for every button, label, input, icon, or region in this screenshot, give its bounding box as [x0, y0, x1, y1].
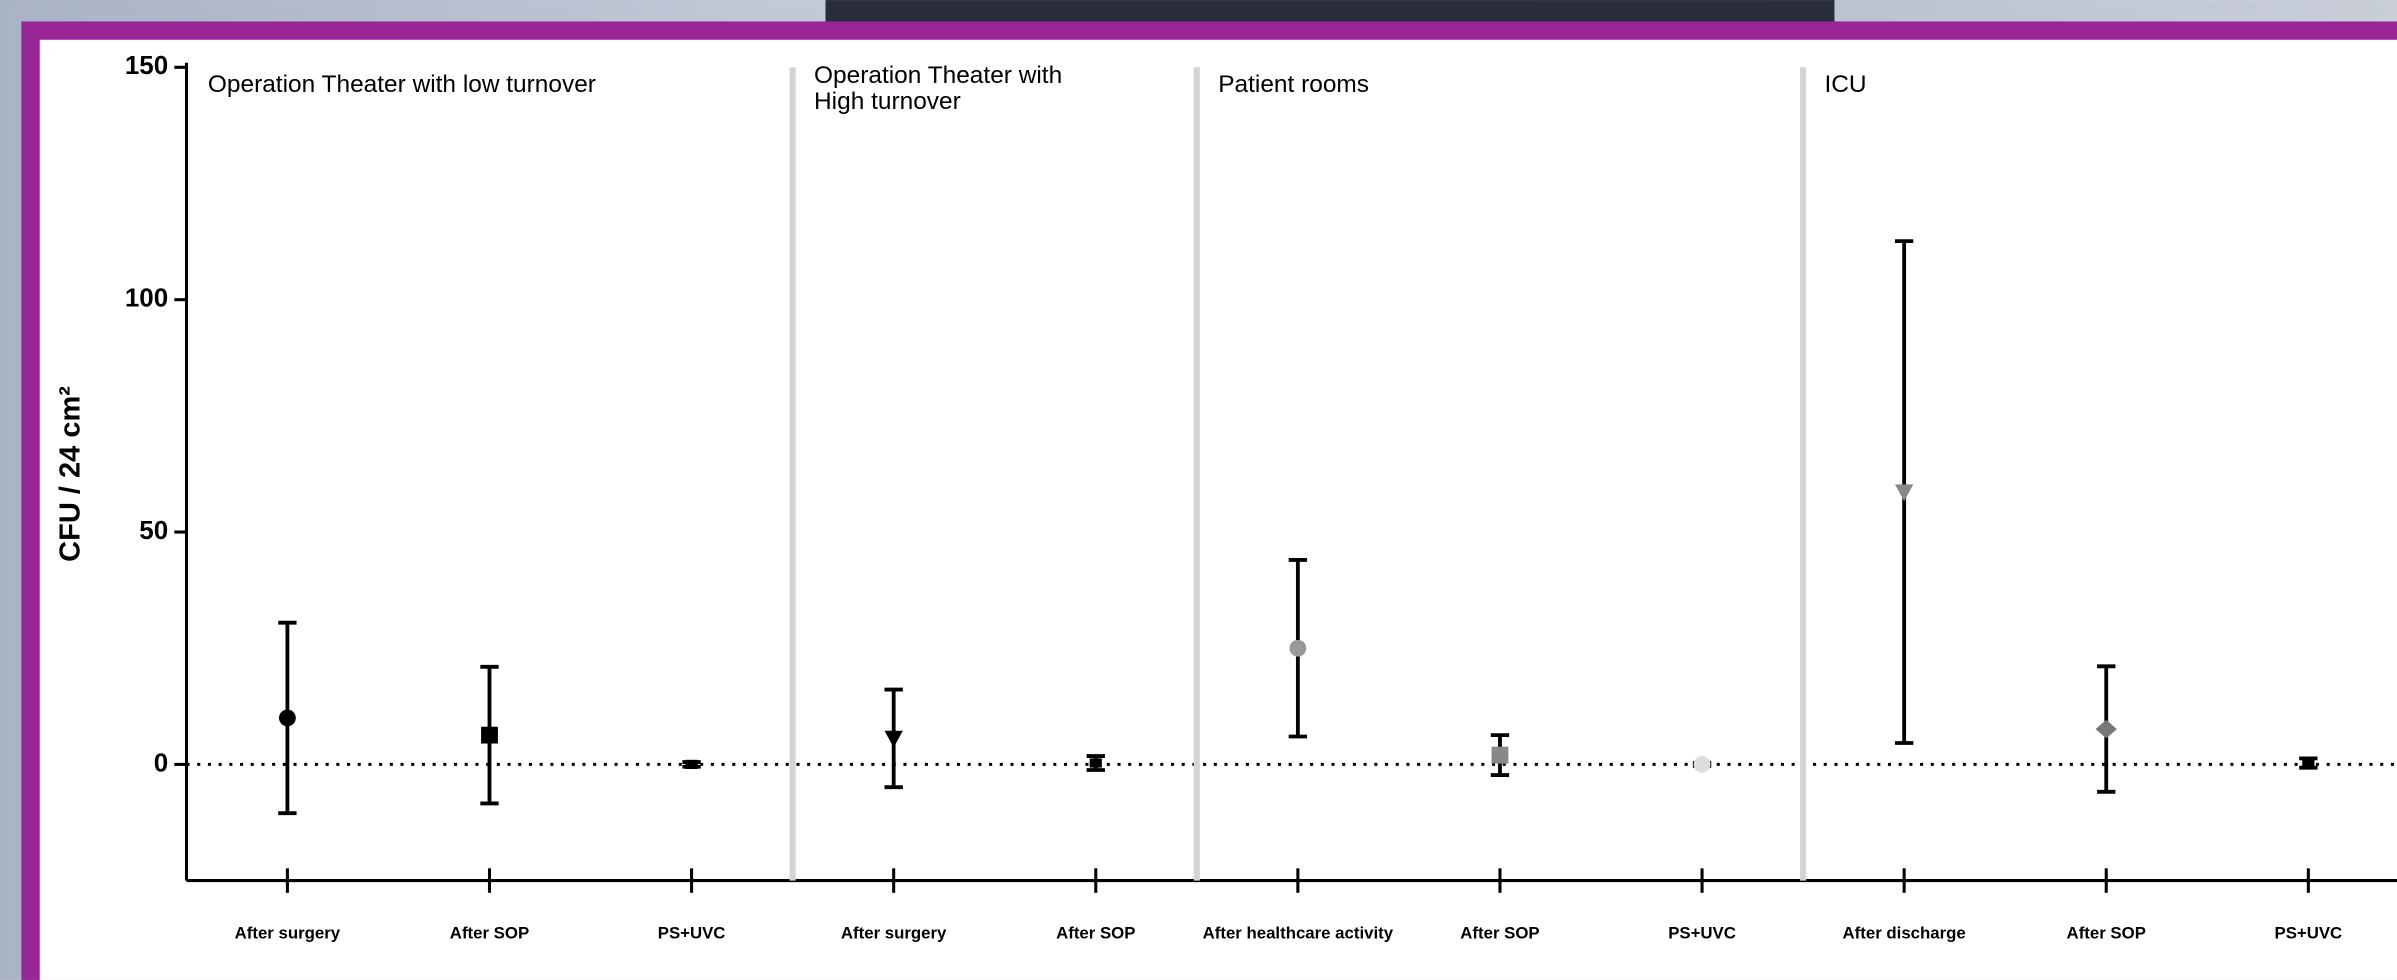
x-tick-label: After SOP	[2067, 924, 2146, 943]
y-tick-label: 150	[125, 50, 168, 80]
x-tick-label: After surgery	[841, 924, 947, 943]
marker	[1492, 747, 1509, 764]
y-axis-label: CFU / 24 cm²	[55, 386, 87, 562]
panel-title: Operation Theater with low turnover	[208, 71, 596, 98]
panel-title: Patient rooms	[1218, 71, 1369, 98]
x-tick-label: After healthcare activity	[1203, 924, 1394, 943]
x-tick-label: After discharge	[1843, 924, 1966, 943]
background-shape	[825, 0, 1834, 24]
page: {"chart_data": { "type": "errorbar", "yl…	[0, 0, 2397, 980]
x-tick-label: After surgery	[235, 924, 341, 943]
y-tick-label: 100	[125, 283, 168, 313]
x-tick-label: After SOP	[1056, 924, 1135, 943]
marker	[685, 760, 697, 769]
marker	[2302, 758, 2314, 767]
marker	[481, 727, 498, 744]
x-tick-label: PS+UVC	[658, 924, 726, 943]
panel-title: High turnover	[814, 88, 961, 115]
x-tick-label: PS+UVC	[2274, 924, 2342, 943]
panel-title: ICU	[1825, 71, 1867, 98]
x-tick-label: After SOP	[1460, 924, 1539, 943]
panel-title: Operation Theater with	[814, 62, 1062, 89]
marker	[1090, 758, 1102, 767]
marker	[1694, 756, 1711, 773]
y-tick-label: 50	[139, 515, 168, 545]
marker	[279, 710, 296, 727]
x-tick-label: PS+UVC	[1668, 924, 1736, 943]
y-tick-label: 0	[154, 747, 168, 777]
x-tick-label: After SOP	[450, 924, 529, 943]
marker	[1289, 640, 1306, 657]
plot-background	[40, 40, 2397, 980]
chart: CFU / 24 cm² 0 50 100 150 Operation Theater …	[0, 0, 2397, 980]
